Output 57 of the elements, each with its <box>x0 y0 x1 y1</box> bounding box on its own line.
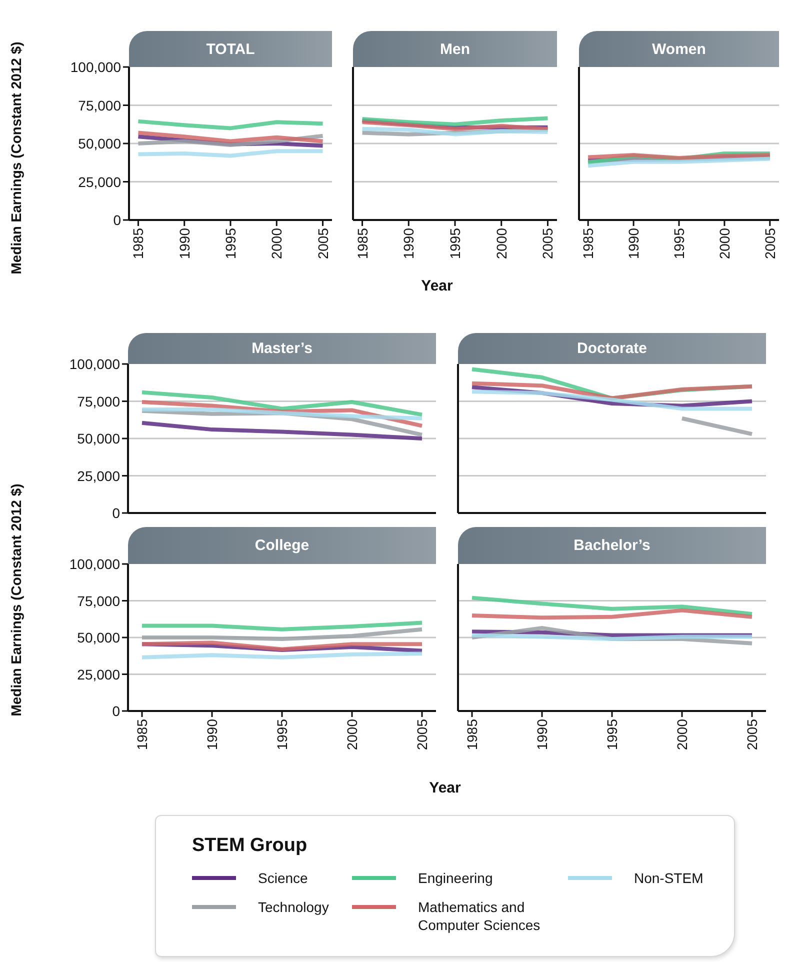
x-tick-label: 1995 <box>671 228 687 260</box>
y-tick-label: 50,000 <box>78 136 122 152</box>
x-tick-label: 2000 <box>344 718 360 750</box>
legend-label: Science <box>258 869 309 887</box>
x-tick-label: 1985 <box>354 228 370 260</box>
y-tick-label: 75,000 <box>77 393 120 410</box>
chart-title: TOTAL <box>206 40 255 58</box>
chart-title: Women <box>652 40 706 58</box>
legend-title: STEM Group <box>192 835 308 857</box>
x-tick-label: 1995 <box>604 718 620 750</box>
x-tick-label: 1990 <box>534 718 550 750</box>
x-tick-label: 1990 <box>176 228 192 260</box>
y-axis-title: Median Earnings (Constant 2012 $) <box>8 484 24 716</box>
x-tick-label: 1995 <box>222 228 238 260</box>
chart-title: College <box>254 537 310 554</box>
x-tick-label: 2000 <box>493 228 510 260</box>
y-tick-label: 100,000 <box>69 356 120 372</box>
x-tick-label: 2000 <box>268 228 285 260</box>
y-tick-label: 0 <box>112 703 120 719</box>
x-tick-label: 1990 <box>400 228 417 260</box>
y-tick-label: 0 <box>112 505 120 521</box>
chart-title: Doctorate <box>576 340 647 357</box>
x-tick-label: 2005 <box>762 228 778 260</box>
legend-label: Technology <box>258 898 330 916</box>
y-tick-label: 50,000 <box>77 630 120 646</box>
x-tick-label: 2005 <box>744 718 760 750</box>
x-tick-label: 1995 <box>447 228 463 260</box>
chart-title: Bachelor’s <box>574 537 650 554</box>
x-axis-title: Year <box>421 278 453 294</box>
y-tick-label: 50,000 <box>77 430 120 446</box>
chart-title: Master’s <box>252 340 312 357</box>
y-tick-label: 75,000 <box>77 592 120 609</box>
y-tick-label: 25,000 <box>78 174 122 190</box>
x-tick-label: 2005 <box>314 228 331 260</box>
x-tick-label: 2000 <box>674 718 690 750</box>
y-axis-title: Median Earnings (Constant 2012 $) <box>8 42 24 274</box>
x-tick-label: 1985 <box>464 718 480 750</box>
x-tick-label: 2000 <box>716 228 732 260</box>
x-tick-label: 1985 <box>134 718 150 750</box>
x-tick-label: 2005 <box>414 718 430 750</box>
chart-title: Men <box>440 40 470 58</box>
x-tick-label: 1990 <box>204 718 220 750</box>
x-tick-label: 1990 <box>626 228 642 260</box>
legend-label: Non-STEM <box>634 869 704 887</box>
x-tick-label: 1985 <box>580 228 596 260</box>
y-tick-label: 25,000 <box>77 468 120 484</box>
x-tick-label: 2005 <box>540 228 556 260</box>
x-tick-label: 1995 <box>274 718 290 750</box>
y-tick-label: 100,000 <box>69 556 120 572</box>
x-axis-title: Year <box>429 780 461 796</box>
y-tick-label: 100,000 <box>70 59 122 75</box>
y-tick-label: 0 <box>113 212 122 228</box>
legend-label: Mathematics and Computer Sciences <box>418 898 542 934</box>
y-tick-label: 25,000 <box>77 666 120 682</box>
y-tick-label: 75,000 <box>78 97 122 114</box>
x-tick-label: 1985 <box>130 228 146 260</box>
legend-label: Engineering <box>418 869 494 887</box>
